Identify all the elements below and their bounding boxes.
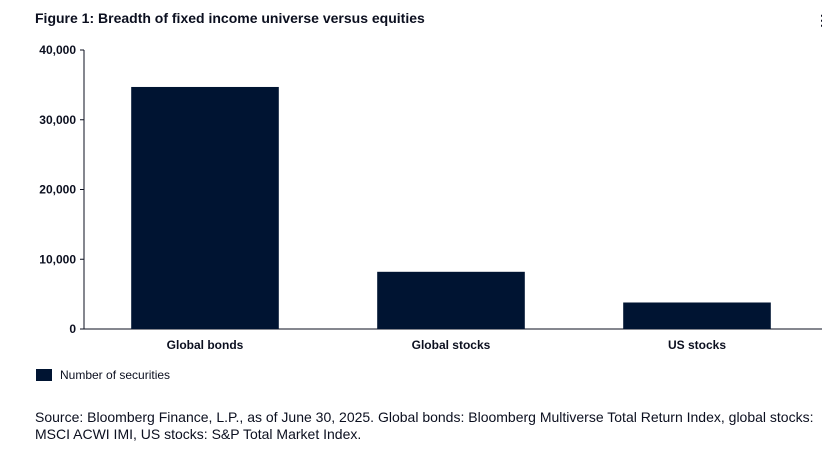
bar <box>377 271 525 329</box>
bar <box>131 86 279 329</box>
chart-title: Figure 1: Breadth of fixed income univer… <box>35 10 425 26</box>
bar-chart: 0 10,000 20,000 30,000 40,000 Global bonds Glo… <box>39 43 822 352</box>
legend: Number of securities <box>36 368 170 382</box>
vertical-ellipsis-icon[interactable]: ⋮ <box>815 12 822 28</box>
x-tick-label: Global stocks <box>412 338 491 352</box>
y-tick-label: 40,000 <box>39 43 76 57</box>
y-tick-label: 0 <box>69 322 76 336</box>
legend-label: Number of securities <box>60 368 171 382</box>
source-note: Source: Bloomberg Finance, L.P., as of J… <box>35 409 814 442</box>
y-tick-label: 10,000 <box>39 252 76 266</box>
y-tick-label: 20,000 <box>39 183 76 197</box>
y-tick-label: 30,000 <box>39 113 76 127</box>
x-tick-label: US stocks <box>668 338 726 352</box>
x-tick-label: Global bonds <box>167 338 244 352</box>
legend-swatch <box>36 369 52 381</box>
bar <box>623 302 771 329</box>
